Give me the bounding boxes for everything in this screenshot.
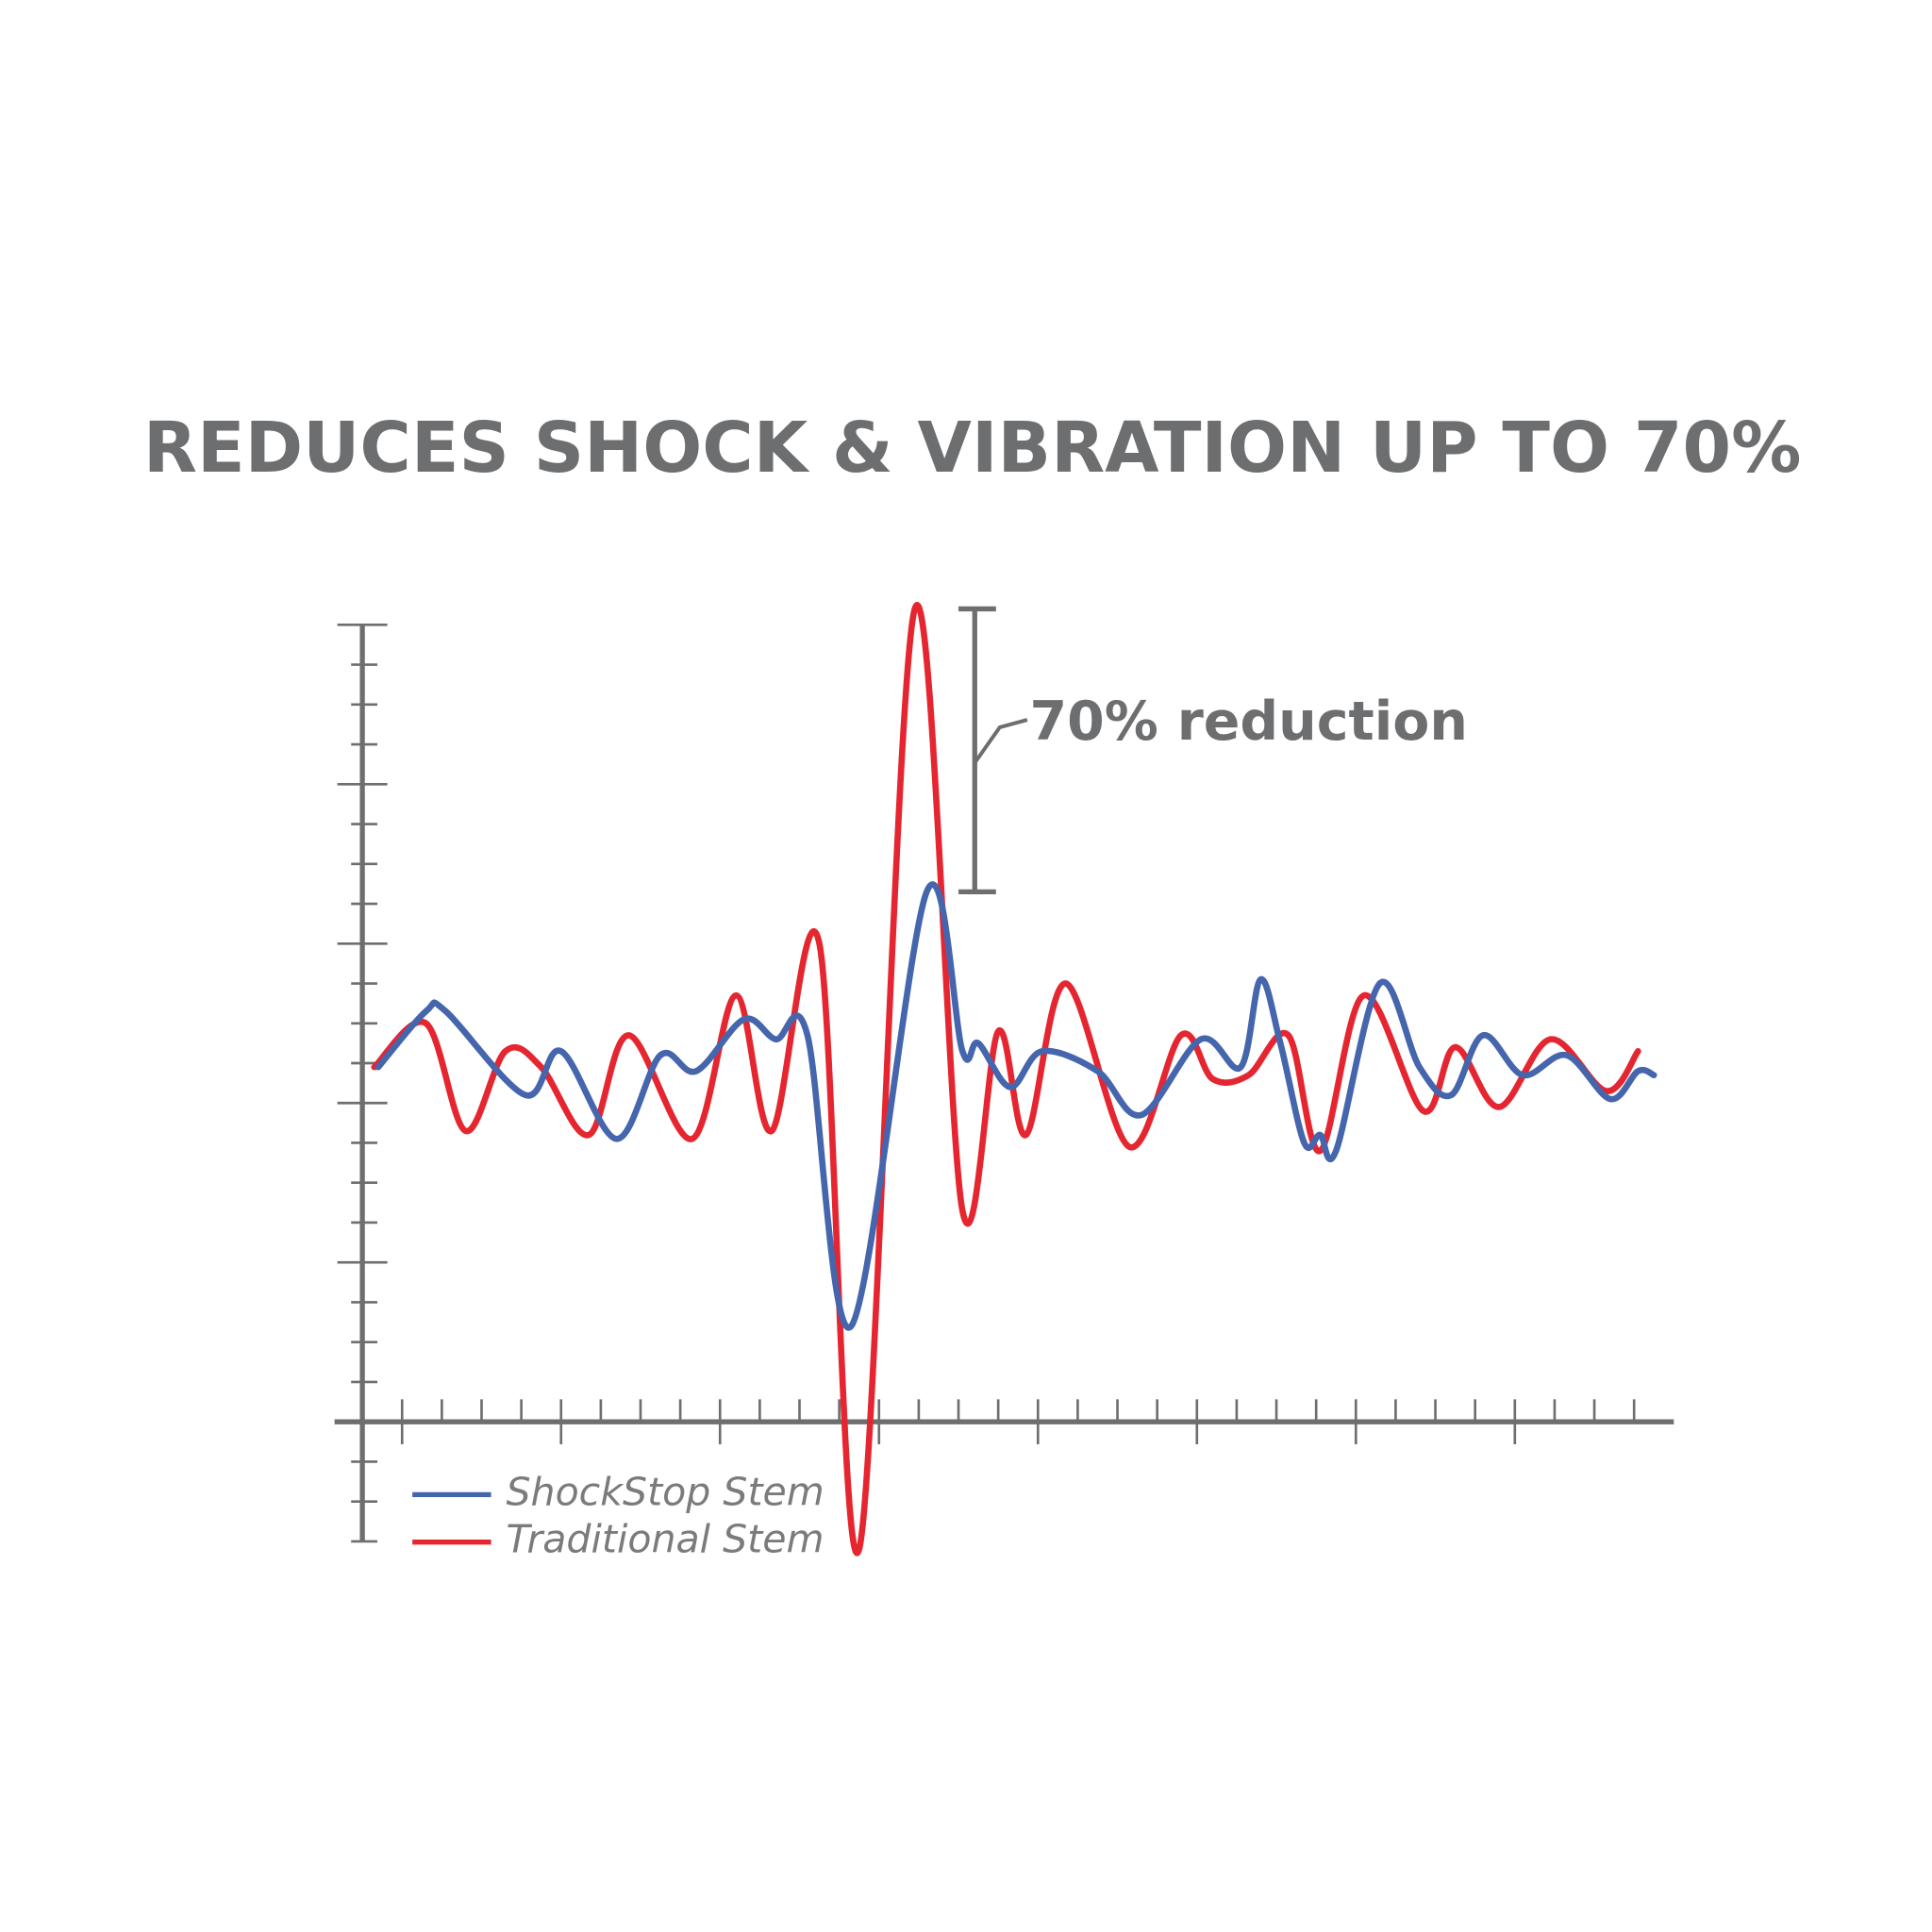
legend-label: Traditional Stem <box>507 1517 824 1562</box>
chart-title: REDUCES SHOCK & VIBRATION UP TO 70% <box>143 408 1802 489</box>
legend-label: ShockStop Stem <box>507 1469 824 1514</box>
series-line <box>375 881 1657 1331</box>
annotation: 70% reduction <box>1030 691 1468 753</box>
annotation-leader <box>973 718 1028 764</box>
series-line <box>371 602 1641 1557</box>
